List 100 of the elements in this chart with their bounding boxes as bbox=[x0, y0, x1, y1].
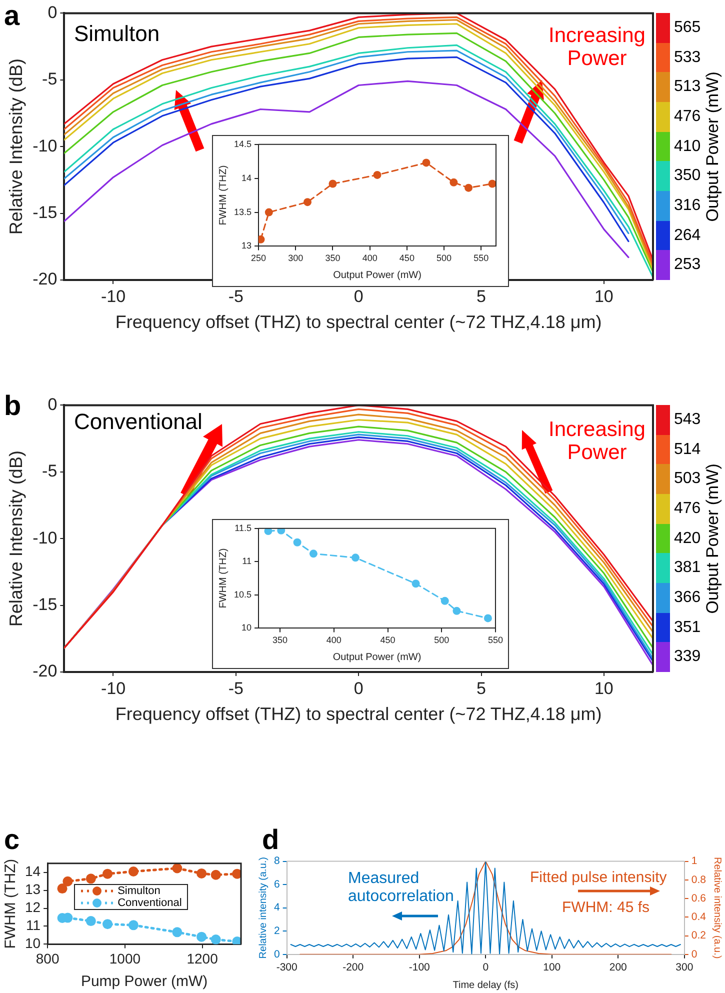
legend-label: 253 bbox=[674, 256, 701, 274]
legend-label: 533 bbox=[674, 48, 701, 67]
y-axis-title: Relative intensity (a.u.) bbox=[258, 856, 269, 959]
legend-label: Conventional bbox=[118, 896, 182, 909]
point bbox=[62, 876, 73, 886]
y-tick-label: -10 bbox=[32, 136, 58, 156]
point bbox=[440, 596, 449, 605]
annotation: Fitted pulse intensity bbox=[530, 869, 667, 886]
x-tick-label: 1200 bbox=[186, 950, 218, 966]
point bbox=[196, 868, 207, 878]
x-tick-label: 450 bbox=[399, 253, 414, 264]
legend-label: 410 bbox=[674, 138, 701, 156]
point bbox=[172, 863, 182, 874]
y-tick-label: 0 bbox=[48, 394, 58, 414]
x-tick-label: 550 bbox=[488, 635, 504, 646]
x-axis-title: Frequency offset (THZ) to spectral center (~72 THZ,4.18 μm) bbox=[115, 704, 602, 724]
y-tick-label: -20 bbox=[32, 270, 58, 289]
y-tick-label: -15 bbox=[32, 202, 58, 222]
x-tick-label: 0 bbox=[354, 286, 364, 306]
x-tick-label: 10 bbox=[594, 678, 614, 698]
x-tick-label: -200 bbox=[342, 962, 364, 974]
legend-label: Simulton bbox=[118, 884, 160, 897]
text: 476 bbox=[674, 500, 701, 518]
y2-tick-label: 0.6 bbox=[691, 892, 706, 904]
x-tick-label: 350 bbox=[325, 253, 340, 264]
y-tick-label: 6 bbox=[274, 878, 280, 890]
y2-tick-label: 1 bbox=[691, 855, 698, 868]
y2-tick-label: 0.8 bbox=[691, 874, 706, 886]
y-tick-label: 14 bbox=[242, 172, 252, 183]
y-tick-label: 8 bbox=[274, 855, 280, 868]
y-axis-title: Relative Intensity (dB) bbox=[6, 450, 26, 627]
x-tick-label: 350 bbox=[272, 635, 288, 646]
y-tick-label: -5 bbox=[42, 70, 58, 89]
x-tick-label: 100 bbox=[543, 962, 561, 974]
annotation: Increasing Power bbox=[548, 24, 646, 70]
y-tick-label: -20 bbox=[32, 662, 58, 681]
point bbox=[102, 868, 113, 879]
y-axis-title: FWHM (THZ) bbox=[218, 165, 229, 226]
point bbox=[57, 884, 68, 894]
legend-label: 476 bbox=[674, 108, 701, 126]
x-tick-label: -10 bbox=[100, 678, 126, 698]
annotation: FWHM: 45 fs bbox=[562, 899, 650, 916]
annotation: Conventional bbox=[74, 409, 202, 434]
y-tick-label: -5 bbox=[42, 462, 58, 481]
point bbox=[412, 580, 420, 588]
x-tick-label: 400 bbox=[362, 253, 378, 264]
x-tick-label: 0 bbox=[482, 962, 489, 974]
y-tick-label: 0 bbox=[48, 2, 58, 22]
y-tick-label: 12 bbox=[24, 899, 41, 916]
point bbox=[450, 178, 458, 186]
y-axis-title: Relative Intensity (dB) bbox=[6, 58, 26, 235]
x-tick-label: -300 bbox=[276, 962, 298, 974]
point bbox=[464, 184, 473, 192]
x-tick-label: 450 bbox=[380, 635, 396, 646]
point bbox=[196, 932, 207, 942]
point bbox=[102, 919, 113, 930]
y-tick-label: 11 bbox=[26, 917, 41, 934]
point bbox=[232, 868, 241, 879]
y2-tick-label: 0.2 bbox=[691, 930, 706, 942]
y-tick-label: -10 bbox=[32, 528, 58, 548]
point bbox=[210, 870, 221, 880]
point bbox=[277, 528, 286, 534]
y2-tick-label: 0.4 bbox=[691, 911, 706, 924]
point bbox=[488, 180, 496, 188]
x-tick-label: 800 bbox=[36, 950, 60, 966]
point bbox=[373, 170, 382, 179]
x-tick-label: 1000 bbox=[109, 950, 141, 966]
y-tick-label: 2 bbox=[274, 925, 280, 938]
chart-title: b bbox=[4, 390, 22, 421]
x-tick-label: 5 bbox=[476, 286, 486, 306]
point bbox=[172, 927, 182, 938]
point bbox=[309, 550, 318, 558]
x-tick-label: 500 bbox=[434, 635, 450, 646]
x-tick-label: 500 bbox=[436, 253, 452, 264]
legend-label: 316 bbox=[674, 196, 701, 215]
point bbox=[128, 920, 138, 930]
series-label: 351 bbox=[674, 618, 701, 637]
x-tick-label: 300 bbox=[676, 962, 694, 974]
point bbox=[264, 208, 273, 216]
y-tick-label: 14.5 bbox=[234, 138, 252, 149]
x-tick-label: 400 bbox=[326, 635, 342, 646]
chart-title: a bbox=[4, 0, 20, 31]
x-tick-label: -10 bbox=[100, 286, 126, 306]
x-tick-label: 550 bbox=[474, 253, 489, 264]
y-tick-label: 13 bbox=[24, 881, 41, 898]
y-tick-label: 4 bbox=[274, 902, 280, 914]
point bbox=[86, 916, 96, 926]
x-tick-label: 300 bbox=[288, 253, 304, 264]
annotation: Simulton bbox=[74, 21, 160, 46]
y-axis-title: FWHM (THZ) bbox=[2, 858, 20, 949]
legend-title: Output Power (mW) bbox=[703, 70, 723, 224]
y-tick-label: 11.5 bbox=[234, 522, 252, 533]
x-axis-title: Pump Power (mW) bbox=[80, 973, 208, 990]
y2-axis-title: Relative intensity (a.u.) bbox=[711, 856, 722, 959]
point bbox=[422, 158, 430, 167]
point bbox=[328, 180, 337, 188]
y-tick-label: 13.5 bbox=[234, 206, 252, 217]
legend-label: 513 bbox=[674, 78, 701, 96]
y-tick-label: 10 bbox=[242, 622, 252, 633]
x-axis-title: Time delay (fs) bbox=[452, 980, 519, 991]
